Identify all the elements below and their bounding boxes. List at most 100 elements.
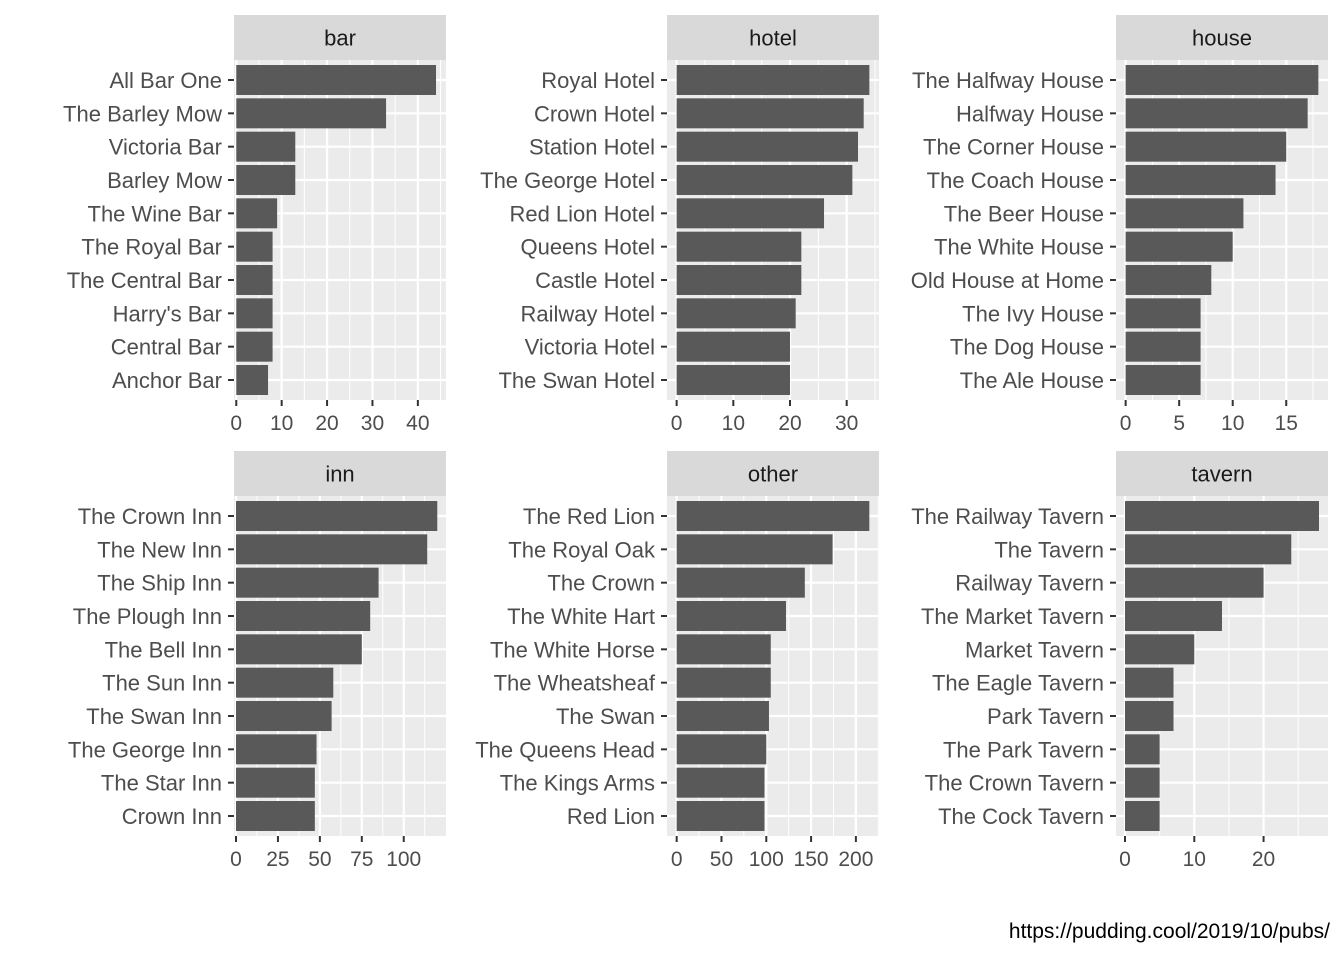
category-label: The Bell Inn	[105, 637, 222, 662]
bar	[236, 65, 437, 95]
bar	[676, 667, 771, 698]
category-label: Halfway House	[956, 101, 1104, 126]
category-label: The Crown	[547, 571, 655, 596]
bar	[1125, 331, 1201, 362]
bar	[236, 331, 273, 362]
category-label: The Wheatsheaf	[494, 671, 656, 696]
bar	[236, 165, 296, 195]
x-tick-label: 30	[835, 412, 858, 435]
x-tick-label: 200	[838, 848, 873, 871]
x-tick-label: 0	[230, 848, 242, 871]
x-tick-label: 100	[386, 848, 421, 871]
category-label: The George Inn	[68, 737, 222, 762]
category-label: Crown Hotel	[534, 101, 655, 126]
category-label: The White House	[934, 235, 1104, 260]
category-label: The Swan Inn	[86, 704, 222, 729]
bar	[236, 231, 273, 262]
bar	[236, 601, 371, 631]
x-tick-label: 10	[1183, 848, 1206, 871]
category-label: Station Hotel	[529, 135, 655, 160]
bar	[236, 667, 334, 698]
category-label: The Coach House	[927, 168, 1104, 193]
facet-strip-label: bar	[324, 26, 356, 51]
x-tick-label: 20	[315, 412, 338, 435]
bar	[1125, 131, 1287, 162]
category-label: The Swan	[556, 704, 655, 729]
x-tick-label: 0	[671, 412, 683, 435]
category-label: The Plough Inn	[73, 604, 222, 629]
x-tick-label: 0	[671, 848, 683, 871]
facet-strip-label: other	[748, 462, 798, 487]
category-label: The Railway Tavern	[911, 504, 1104, 529]
bar	[1125, 231, 1233, 262]
category-label: The Royal Bar	[81, 235, 222, 260]
category-label: The Cock Tavern	[938, 804, 1104, 829]
facet-strip-label: house	[1192, 26, 1252, 51]
category-label: Park Tavern	[987, 704, 1104, 729]
x-tick-label: 150	[794, 848, 829, 871]
bar	[236, 131, 296, 162]
category-label: The Crown Inn	[78, 504, 222, 529]
bar	[1125, 165, 1276, 195]
x-tick-label: 0	[1120, 412, 1132, 435]
facet-strip-label: inn	[325, 462, 354, 487]
bar	[676, 634, 771, 665]
x-tick-label: 25	[266, 848, 289, 871]
bar	[676, 265, 802, 295]
x-tick-label: 20	[778, 412, 801, 435]
bar	[676, 567, 805, 598]
category-label: The Tavern	[994, 537, 1104, 562]
x-tick-label: 30	[361, 412, 384, 435]
bar	[676, 131, 859, 162]
category-label: The New Inn	[97, 537, 222, 562]
bar	[676, 701, 769, 731]
category-label: The Barley Mow	[63, 101, 222, 126]
category-label: Railway Tavern	[955, 571, 1104, 596]
category-label: Anchor Bar	[112, 368, 222, 393]
x-tick-label: 0	[230, 412, 242, 435]
category-label: The Ivy House	[962, 301, 1104, 326]
category-label: The Park Tavern	[943, 737, 1104, 762]
bar	[236, 198, 278, 229]
bar	[236, 701, 332, 731]
bar	[1125, 601, 1222, 631]
bar	[236, 767, 315, 798]
bar	[236, 501, 438, 531]
category-label: Market Tavern	[965, 637, 1104, 662]
category-label: The Wine Bar	[88, 201, 223, 226]
category-label: The Star Inn	[101, 771, 222, 796]
category-label: The Eagle Tavern	[932, 671, 1104, 696]
bar	[676, 65, 870, 95]
bar	[1125, 98, 1308, 129]
bar	[676, 231, 802, 262]
facet-strip	[1116, 451, 1328, 496]
category-label: The Dog House	[950, 335, 1104, 360]
bar	[1125, 265, 1212, 295]
category-label: The Halfway House	[912, 68, 1104, 93]
facet-strip	[1116, 15, 1328, 60]
category-label: Harry's Bar	[113, 301, 222, 326]
bar	[1125, 501, 1319, 531]
category-label: Railway Hotel	[521, 301, 656, 326]
category-label: Central Bar	[111, 335, 222, 360]
category-label: Castle Hotel	[535, 268, 655, 293]
category-label: The Corner House	[923, 135, 1104, 160]
category-label: Old House at Home	[911, 268, 1104, 293]
bar	[1125, 298, 1201, 329]
category-label: The Kings Arms	[500, 771, 655, 796]
x-tick-label: 100	[749, 848, 784, 871]
category-label: The Royal Oak	[508, 537, 656, 562]
bar	[236, 734, 317, 765]
bar	[1125, 667, 1174, 698]
category-label: The Queens Head	[475, 737, 655, 762]
category-label: Queens Hotel	[520, 235, 655, 260]
bar	[1125, 198, 1244, 229]
bar	[236, 801, 315, 831]
bar	[676, 298, 796, 329]
bar	[676, 365, 791, 395]
bar	[676, 331, 791, 362]
bar	[236, 98, 387, 129]
bar	[236, 365, 269, 395]
x-tick-label: 50	[710, 848, 733, 871]
